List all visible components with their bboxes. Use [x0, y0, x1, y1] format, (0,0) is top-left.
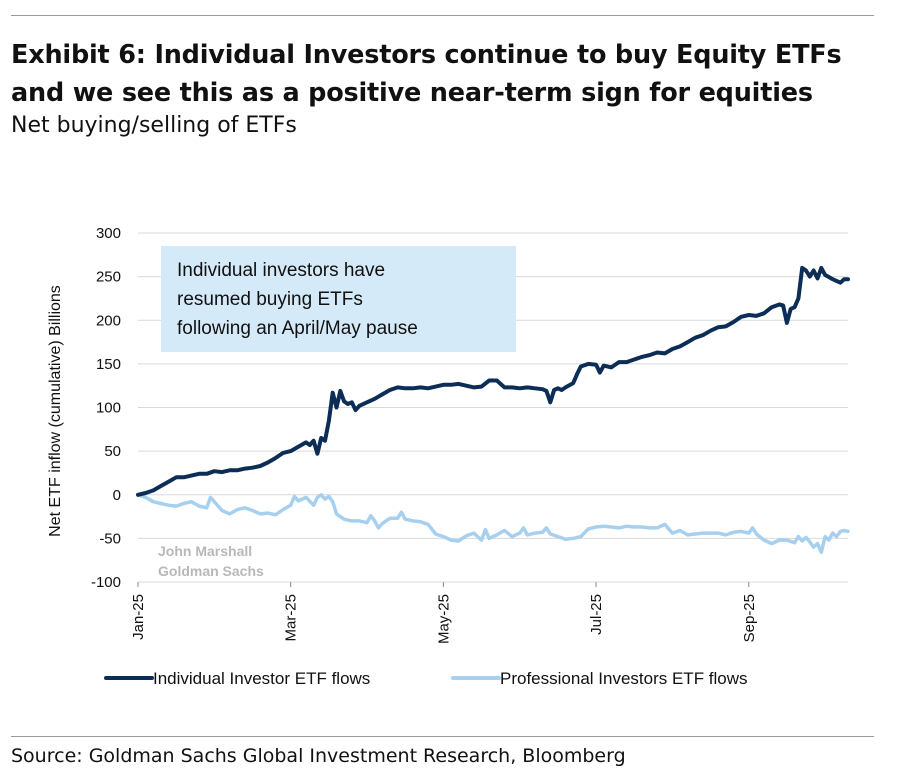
- series-line-professional: [136, 493, 850, 555]
- x-tick-label: Mar-25: [283, 594, 300, 642]
- legend-label: Individual Investor ETF flows: [153, 669, 370, 688]
- annotation-line: resumed buying ETFs: [177, 289, 363, 310]
- y-tick-label: 0: [113, 487, 121, 504]
- x-tick-label: Sep-25: [741, 594, 758, 642]
- exhibit-title: Exhibit 6: Individual Investors continue…: [11, 40, 842, 108]
- y-tick-label: 250: [96, 269, 121, 286]
- y-tick-label: 300: [96, 225, 121, 242]
- x-tick-label: May-25: [435, 594, 452, 644]
- y-tick-label: 50: [104, 443, 121, 460]
- top-rule: [11, 15, 874, 16]
- watermark-line: John Marshall: [158, 543, 252, 559]
- watermark-line: Goldman Sachs: [158, 563, 264, 579]
- series-line-individual: [136, 265, 850, 497]
- source-note: Source: Goldman Sachs Global Investment …: [11, 745, 626, 767]
- legend-label: Professional Investors ETF flows: [500, 669, 748, 688]
- y-axis-ticks: -100 -50 0 50 100 150 200 250 300: [91, 225, 121, 591]
- series-lines: [136, 265, 850, 555]
- y-tick-label: -100: [91, 574, 121, 591]
- x-axis-ticks: Jan-25 Mar-25 May-25 Jul-25 Sep-25: [130, 582, 758, 644]
- annotation-line: Individual investors have: [177, 260, 385, 281]
- bottom-rule: [11, 736, 874, 737]
- legend: Individual Investor ETF flows Professiona…: [104, 669, 748, 688]
- exhibit-subtitle: Net buying/selling of ETFs: [11, 113, 297, 138]
- y-tick-label: 200: [96, 312, 121, 329]
- y-tick-label: 100: [96, 400, 121, 417]
- annotation-box: [161, 246, 516, 352]
- y-axis-label: Net ETF inflow (cumulative) Billions: [47, 285, 64, 537]
- x-tick-label: Jan-25: [130, 594, 147, 640]
- annotation-line: following an April/May pause: [177, 318, 418, 339]
- x-tick-label: Jul-25: [588, 594, 605, 635]
- y-tick-label: 150: [96, 356, 121, 373]
- y-tick-label: -50: [99, 530, 121, 547]
- etf-flows-chart: Individual investors have resumed buying…: [47, 225, 850, 688]
